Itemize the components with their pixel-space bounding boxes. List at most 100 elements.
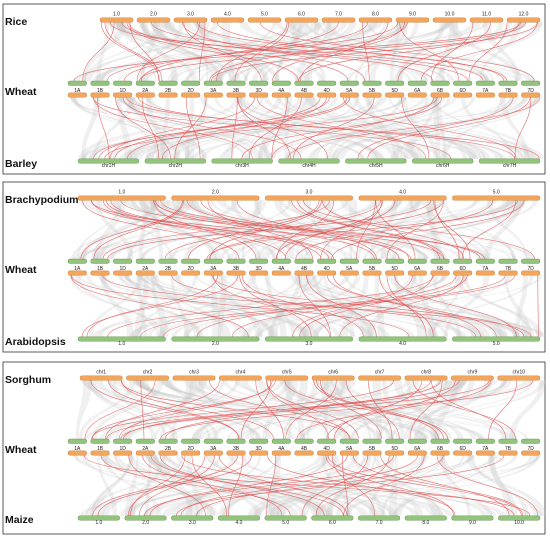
grey-synteny-link: [180, 455, 280, 516]
red-synteny-link: [93, 200, 184, 260]
wheat-chromosome-lower-3d: [249, 450, 269, 456]
grey-synteny-link: [391, 275, 505, 337]
red-synteny-link: [107, 200, 432, 260]
grey-synteny-link: [155, 97, 375, 159]
grey-synteny-link: [244, 380, 468, 439]
red-synteny-link: [102, 200, 330, 260]
wheat-chromosome-upper-1a: [67, 258, 87, 264]
grey-synteny-link: [162, 455, 398, 516]
bottom-chromosome-20: [171, 336, 260, 342]
bottom-chromosome-chr2h: [144, 158, 206, 164]
grey-synteny-link: [88, 97, 242, 159]
grey-synteny-link: [391, 200, 519, 259]
grey-synteny-link: [194, 455, 541, 516]
top-chromosome-label: 9.0: [409, 12, 416, 18]
grey-synteny-link: [146, 97, 385, 159]
wheat-chromosome-upper-label: 1D: [119, 446, 126, 452]
top-chromosome-120: [506, 17, 541, 23]
top-chromosome-label: chr2: [143, 370, 153, 376]
red-synteny-link: [301, 455, 368, 516]
wheat-chromosome-upper-5a: [339, 80, 359, 86]
wheat-chromosome-upper-label: 3B: [233, 446, 240, 452]
red-synteny-link: [320, 380, 382, 440]
wheat-chromosome-lower-7d: [521, 450, 541, 456]
grey-synteny-link: [312, 275, 356, 337]
wheat-chromosome-lower-1b: [90, 450, 110, 456]
top-chromosome-label: 4.0: [399, 190, 406, 196]
red-synteny-link: [357, 97, 514, 159]
top-chromosome-40: [358, 195, 447, 201]
top-chromosome-label: chr5: [282, 370, 292, 376]
wheat-chromosome-upper-label: 3A: [210, 266, 217, 272]
grey-synteny-link: [197, 380, 255, 439]
red-synteny-link: [386, 275, 427, 337]
grey-synteny-link: [141, 22, 179, 81]
grey-synteny-link: [116, 22, 198, 81]
grey-synteny-link: [173, 97, 387, 159]
red-synteny-link: [136, 22, 200, 82]
bottom-chromosome-label: chr6H: [436, 163, 450, 169]
red-synteny-link: [181, 455, 515, 516]
grey-synteny-link: [115, 22, 298, 81]
top-chromosome-30: [265, 195, 354, 201]
grey-synteny-link: [139, 22, 233, 81]
grey-synteny-link: [354, 22, 407, 81]
red-synteny-link: [129, 22, 159, 82]
wheat-chromosome-upper-4b: [294, 438, 314, 444]
red-synteny-link: [97, 455, 252, 516]
grey-synteny-link: [311, 97, 440, 159]
red-synteny-link: [209, 380, 350, 440]
red-synteny-link: [239, 275, 312, 337]
grey-synteny-link: [274, 22, 536, 81]
red-synteny-link: [375, 200, 416, 260]
grey-synteny-link: [379, 200, 435, 259]
grey-synteny-link: [265, 455, 518, 516]
grey-synteny-link: [471, 455, 529, 516]
grey-synteny-link: [296, 275, 449, 337]
wheat-chromosome-upper-label: 6B: [437, 88, 444, 94]
grey-links: [69, 200, 547, 337]
wheat-chromosome-upper-label: 5A: [346, 88, 353, 94]
wheat-chromosome-upper-label: 2A: [142, 446, 149, 452]
wheat-chromosome-lower-5a: [339, 92, 359, 98]
grey-synteny-link: [438, 22, 458, 81]
wheat-chromosome-upper-5b: [362, 80, 382, 86]
grey-synteny-link: [119, 97, 515, 159]
red-synteny-link: [104, 22, 163, 82]
red-synteny-link: [207, 200, 313, 260]
grey-synteny-link: [368, 455, 395, 516]
grey-synteny-link: [193, 380, 273, 439]
red-synteny-link: [153, 200, 257, 260]
wheat-chromosome-upper-label: 4B: [301, 266, 308, 272]
grey-synteny-link: [149, 455, 498, 516]
wheat-chromosome-upper-label: 1A: [74, 88, 81, 94]
bottom-chromosome-90: [451, 515, 494, 521]
grey-synteny-link: [153, 22, 224, 81]
wheat-chromosome-lower-6d: [453, 92, 473, 98]
red-synteny-link: [91, 380, 276, 440]
grey-synteny-link: [265, 275, 287, 337]
wheat-chromosome-upper-label: 5A: [346, 446, 353, 452]
top-chromosome-label: 1.0: [118, 190, 125, 196]
grey-synteny-link: [268, 455, 282, 516]
grey-synteny-link: [191, 380, 333, 439]
top-chromosome-label: 1.0: [113, 12, 120, 18]
red-synteny-link: [73, 22, 522, 82]
grey-synteny-link: [83, 22, 126, 81]
grey-synteny-link: [97, 275, 415, 337]
red-synteny-link: [234, 22, 290, 82]
top-chromosome-label: 11.0: [482, 12, 492, 18]
middle-species-label: Wheat: [5, 264, 37, 276]
wheat-chromosome-upper-1d: [113, 438, 133, 444]
grey-synteny-link: [241, 380, 395, 439]
grey-synteny-link: [239, 22, 455, 81]
red-synteny-link: [126, 22, 299, 82]
grey-synteny-link: [161, 455, 200, 516]
bottom-chromosome-chr6h: [412, 158, 474, 164]
bottom-chromosome-label: chr5H: [369, 163, 383, 169]
grey-synteny-link: [184, 22, 429, 81]
wheat-chromosome-upper-5d: [385, 80, 405, 86]
grey-synteny-link: [374, 275, 385, 337]
grey-synteny-link: [116, 97, 133, 159]
red-synteny-link: [91, 200, 412, 260]
